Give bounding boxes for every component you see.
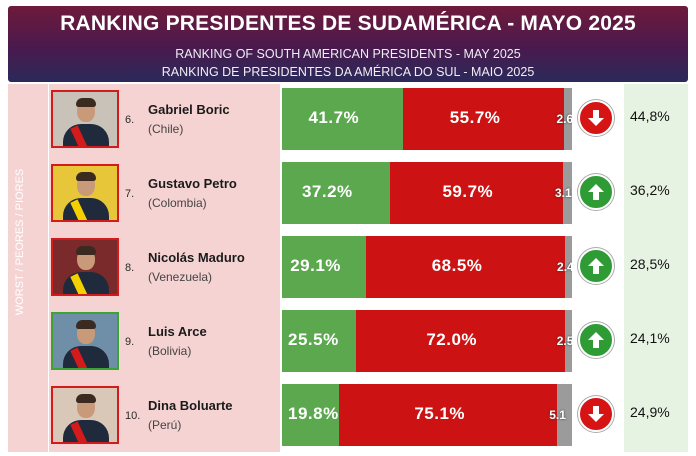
arrow-up-icon xyxy=(578,248,614,284)
bar-approve xyxy=(282,310,356,372)
president-photo xyxy=(51,164,119,222)
no-response-label: 2.6 xyxy=(556,112,572,126)
arrow-down-icon-glyph xyxy=(588,110,604,126)
rank-number: 9. xyxy=(125,336,135,348)
previous-value: 24,1% xyxy=(630,330,670,346)
approval-bar: 25.5% 72.0% 2.5 xyxy=(282,310,572,372)
president-photo xyxy=(51,312,119,370)
bar-disapprove xyxy=(339,384,558,446)
disapprove-label: 59.7% xyxy=(442,182,494,201)
bar-approve xyxy=(282,88,403,150)
president-photo xyxy=(51,386,119,444)
bar-no-response xyxy=(564,88,572,150)
bar-disapprove xyxy=(366,236,566,298)
bar-no-response xyxy=(557,384,572,446)
bar-approve xyxy=(282,236,367,298)
previous-value: 36,2% xyxy=(630,182,670,198)
previous-value: 28,5% xyxy=(630,256,670,272)
approval-bar: 19.8% 75.1% 5.1 xyxy=(282,384,572,446)
photo-hair xyxy=(76,246,96,255)
subtitle-portuguese: RANKING DE PRESIDENTES DA AMÉRICA DO SUL… xyxy=(161,65,535,79)
approve-label: 25.5% xyxy=(288,330,339,349)
president-name: Dina Boluarte xyxy=(148,398,233,413)
no-response-label: 2.4 xyxy=(557,260,572,274)
approve-label: 37.2% xyxy=(301,182,353,201)
arrow-down-icon xyxy=(578,396,614,432)
photo-hair xyxy=(76,320,96,329)
photo-hair xyxy=(76,172,96,181)
arrow-up-icon-glyph xyxy=(588,332,604,348)
ranking-row: 10. Dina Boluarte (Perú) 19.8% 75.1% 5.1 24,9% xyxy=(0,380,696,452)
approval-bar: 29.1% 68.5% 2.4 xyxy=(282,236,572,298)
rank-number: 7. xyxy=(125,188,135,200)
bar-approve xyxy=(282,384,340,446)
president-country: (Venezuela) xyxy=(148,270,213,284)
president-photo xyxy=(51,90,119,148)
subtitle-english: RANKING OF SOUTH AMERICAN PRESIDENTS - M… xyxy=(175,47,521,61)
arrow-down-icon xyxy=(578,100,614,136)
arrow-up-icon xyxy=(578,322,614,358)
approval-bar: 37.2% 59.7% 3.1 xyxy=(282,162,572,224)
bar-approve xyxy=(282,162,390,224)
president-name: Nicolás Maduro xyxy=(148,250,245,265)
ranking-row: 6. Gabriel Boric (Chile) 41.7% 55.7% 2.6 44,8% xyxy=(0,84,696,156)
president-photo xyxy=(51,238,119,296)
no-response-label: 3.1 xyxy=(555,186,572,200)
previous-values-band xyxy=(624,84,688,452)
rank-number: 10. xyxy=(125,410,141,422)
disapprove-label: 72.0% xyxy=(426,330,478,349)
page-title: RANKING PRESIDENTES DE SUDAMÉRICA - MAYO… xyxy=(60,12,636,35)
president-country: (Bolivia) xyxy=(148,344,192,358)
disapprove-label: 68.5% xyxy=(431,256,483,275)
bar-no-response xyxy=(564,310,572,372)
president-name: Luis Arce xyxy=(148,324,207,339)
photo-hair xyxy=(76,394,96,403)
president-country: (Chile) xyxy=(148,122,184,136)
approve-label: 19.8% xyxy=(288,404,339,423)
approve-label: 29.1% xyxy=(290,256,341,275)
no-response-label: 2.5 xyxy=(556,334,572,348)
previous-value: 44,8% xyxy=(630,108,670,124)
bar-disapprove xyxy=(355,310,565,372)
rank-number: 8. xyxy=(125,262,135,274)
arrow-up-icon xyxy=(578,174,614,210)
bar-no-response xyxy=(563,162,572,224)
arrow-down-icon-glyph xyxy=(588,406,604,422)
previous-value: 24,9% xyxy=(630,404,670,420)
bar-no-response xyxy=(565,236,572,298)
no-response-label: 5.1 xyxy=(549,408,566,422)
header-banner: RANKING PRESIDENTES DE SUDAMÉRICA - MAYO… xyxy=(8,6,688,82)
arrow-up-icon-glyph xyxy=(588,258,604,274)
ranking-row: 8. Nicolás Maduro (Venezuela) 29.1% 68.5% 2.4… xyxy=(0,232,696,304)
left-band-divider xyxy=(48,84,49,452)
disapprove-label: 75.1% xyxy=(414,404,466,423)
president-name: Gabriel Boric xyxy=(148,102,230,117)
disapprove-label: 55.7% xyxy=(449,108,501,127)
rank-number: 6. xyxy=(125,114,135,126)
arrow-up-icon-glyph xyxy=(588,184,604,200)
president-country: (Perú) xyxy=(148,418,182,432)
ranking-row: 7. Gustavo Petro (Colombia) 37.2% 59.7% 3.1 36… xyxy=(0,158,696,230)
president-country: (Colombia) xyxy=(148,196,207,210)
bar-disapprove xyxy=(389,162,563,224)
bar-disapprove xyxy=(402,88,565,150)
approve-label: 41.7% xyxy=(308,108,360,127)
ranking-row: 9. Luis Arce (Bolivia) 25.5% 72.0% 2.5 24,1% xyxy=(0,306,696,378)
photo-hair xyxy=(76,98,96,107)
president-name: Gustavo Petro xyxy=(148,176,237,191)
approval-bar: 41.7% 55.7% 2.6 xyxy=(282,88,572,150)
